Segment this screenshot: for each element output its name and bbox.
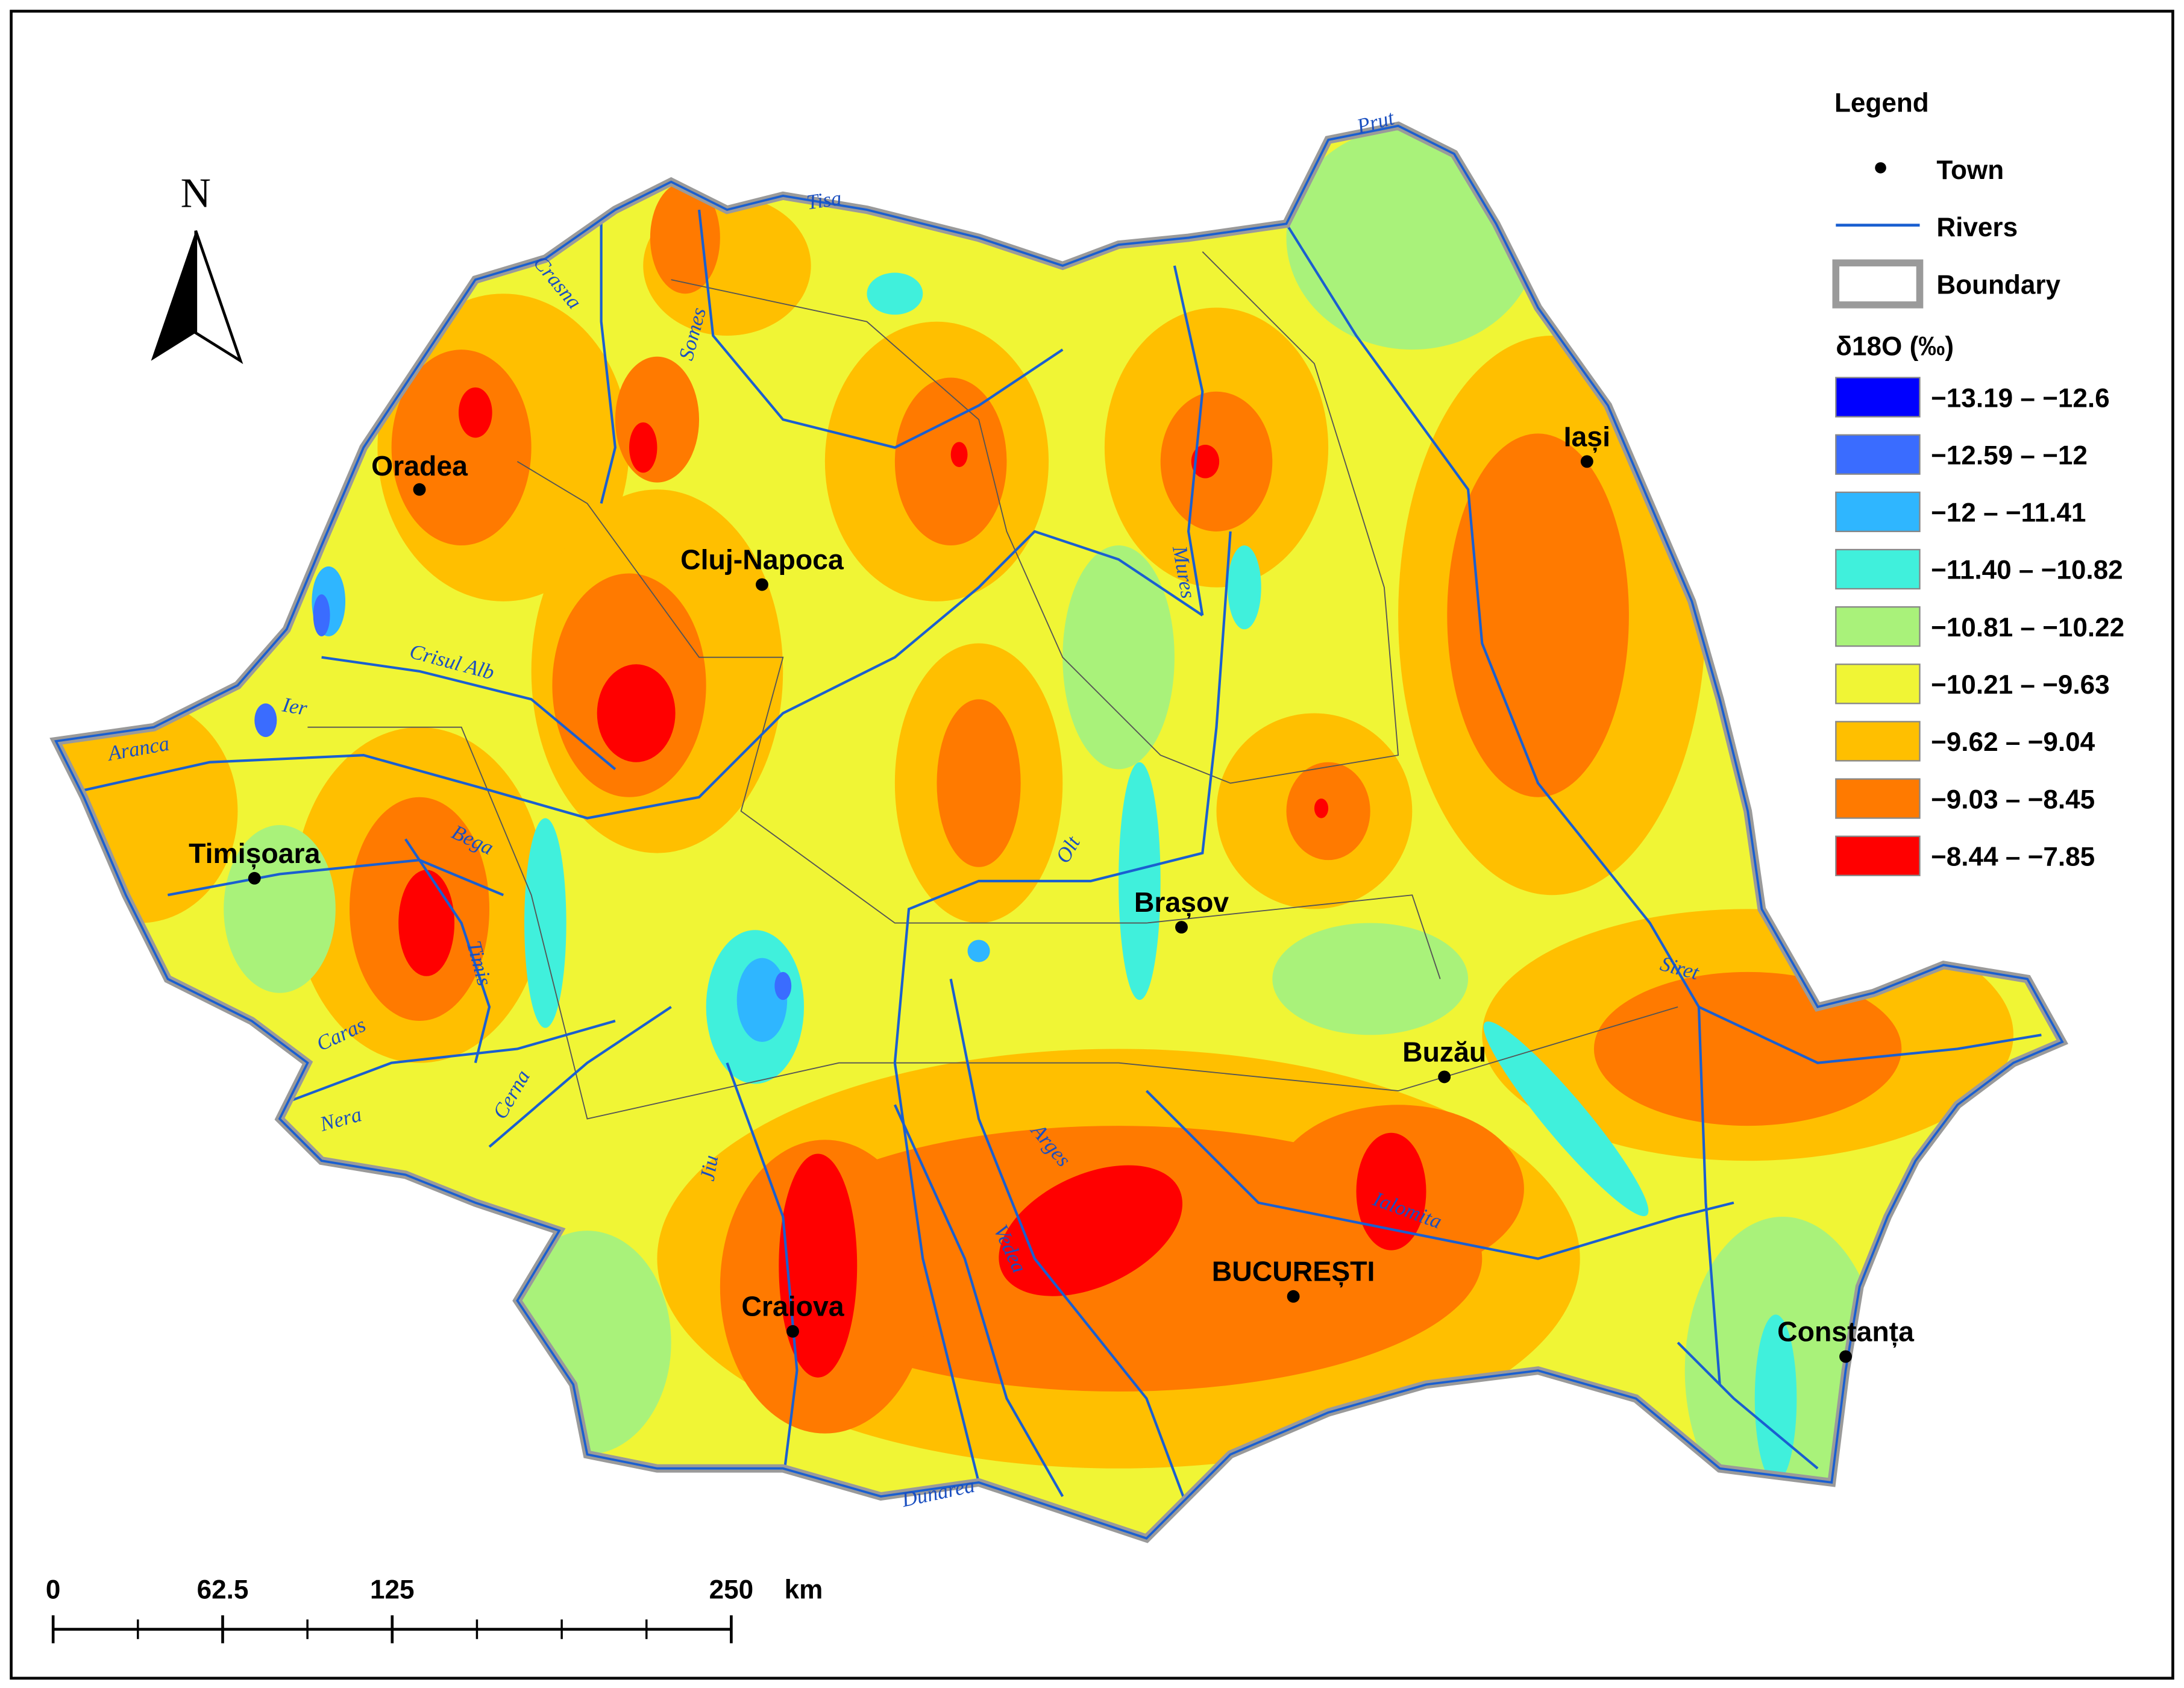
town-dot xyxy=(786,1325,799,1338)
town-label: Timișoara xyxy=(189,838,321,870)
legend-rivers: Rivers xyxy=(1936,213,2018,242)
legend-swatch xyxy=(1835,778,1921,819)
legend-class-label: −11.40 – −10.82 xyxy=(1931,556,2123,585)
legend-swatch xyxy=(1835,491,1921,532)
river-label: Tisa xyxy=(805,186,843,215)
legend-class-label: −10.81 – −10.22 xyxy=(1931,613,2124,642)
legend-class-label: −13.19 – −12.6 xyxy=(1931,383,2110,413)
scale-label: 62.5 xyxy=(197,1575,249,1604)
town-label: Constanța xyxy=(1777,1316,1915,1348)
legend-swatch xyxy=(1835,664,1921,704)
legend-class-label: −8.44 – −7.85 xyxy=(1931,842,2095,871)
town-label: Buzău xyxy=(1402,1036,1486,1067)
legend-swatch xyxy=(1835,721,1921,762)
legend-swatch xyxy=(1835,606,1921,647)
legend-class-label: −9.62 – −9.04 xyxy=(1931,727,2095,757)
legend-class-label: −10.21 – −9.63 xyxy=(1931,670,2110,700)
legend-swatch xyxy=(1835,377,1921,418)
town-label: BUCUREȘTI xyxy=(1212,1256,1375,1288)
scale-unit: km xyxy=(785,1575,823,1604)
frame xyxy=(10,10,2174,1680)
legend-class-label: −9.03 – −8.45 xyxy=(1931,785,2095,814)
town-label: Brașov xyxy=(1134,886,1229,918)
north-label: N xyxy=(181,170,211,216)
town-dot xyxy=(1438,1070,1451,1084)
legend-swatch xyxy=(1835,835,1921,876)
town-label: Iași xyxy=(1564,421,1610,453)
river-label: Jiu xyxy=(695,1153,723,1183)
town-label: Craiova xyxy=(741,1291,844,1322)
town-dot xyxy=(1287,1290,1300,1303)
legend-boundary: Boundary xyxy=(1936,270,2060,300)
scale-label: 125 xyxy=(370,1575,415,1604)
town-dot xyxy=(1175,921,1188,934)
town-dot xyxy=(248,871,261,885)
town-dot xyxy=(413,483,426,496)
town-dot xyxy=(1839,1350,1852,1363)
scale-label: 0 xyxy=(46,1575,61,1604)
legend-swatch xyxy=(1835,434,1921,475)
legend-classes-title: δ18O (‰) xyxy=(1836,331,1954,361)
town-dot xyxy=(1580,455,1593,468)
legend-class-label: −12 – −11.41 xyxy=(1931,498,2086,528)
legend-town: Town xyxy=(1936,155,2004,185)
town-label: Oradea xyxy=(371,450,468,482)
legend-title: Legend xyxy=(1834,89,1929,118)
river-label: Ier xyxy=(280,692,309,720)
north-arrow: N xyxy=(151,170,243,365)
legend-swatch xyxy=(1835,548,1921,590)
legend-class-label: −12.59 – −12 xyxy=(1931,441,2088,470)
town-label: Cluj-Napoca xyxy=(680,544,844,575)
scale-label: 250 xyxy=(709,1575,754,1604)
town-dot xyxy=(756,578,768,591)
legend: Legend Town Rivers Boundary δ18O (‰) −13… xyxy=(1832,89,2124,876)
